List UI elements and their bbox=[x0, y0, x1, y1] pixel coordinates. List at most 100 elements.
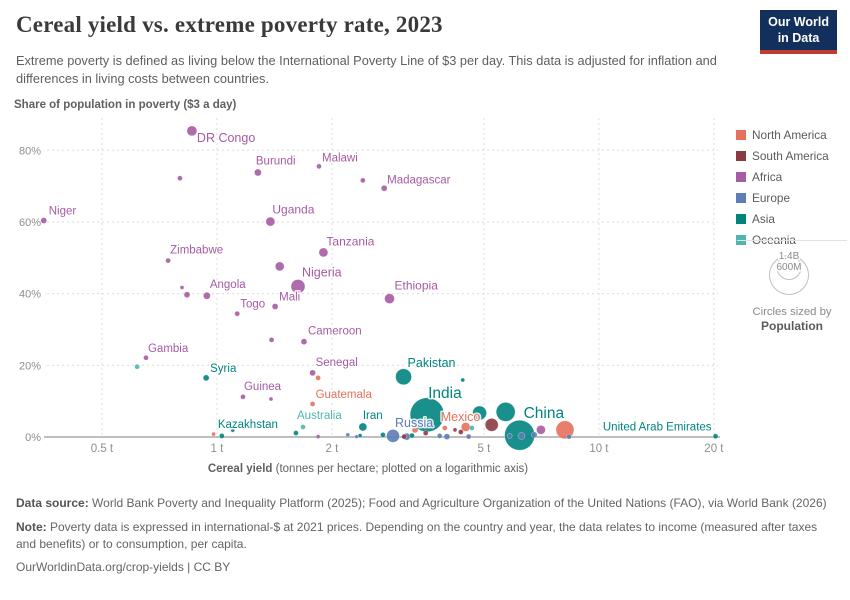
data-point-united-arab-emirates[interactable] bbox=[712, 433, 719, 440]
data-point[interactable] bbox=[211, 431, 216, 437]
data-point[interactable] bbox=[422, 430, 429, 436]
data-point-senegal[interactable] bbox=[309, 369, 316, 377]
legend-item-asia[interactable]: Asia bbox=[736, 212, 848, 226]
country-label-russia: Russia bbox=[395, 416, 433, 430]
data-point[interactable] bbox=[442, 425, 448, 431]
data-point-russia[interactable] bbox=[386, 429, 400, 443]
y-tick-label: 80% bbox=[19, 145, 41, 157]
country-label-united-arab-emirates: United Arab Emirates bbox=[603, 421, 712, 433]
data-point-kazakhstan[interactable] bbox=[219, 433, 225, 439]
data-point-mali[interactable] bbox=[271, 303, 279, 310]
legend-label: North America bbox=[752, 128, 827, 142]
data-point[interactable] bbox=[536, 425, 546, 435]
data-point[interactable] bbox=[484, 418, 499, 432]
data-point[interactable] bbox=[268, 396, 274, 402]
size-legend: 1.4B 600M Circles sized by Population bbox=[737, 240, 847, 333]
owid-logo-line2: in Data bbox=[777, 30, 820, 45]
legend-item-south-america[interactable]: South America bbox=[736, 149, 848, 163]
data-point-guinea[interactable] bbox=[240, 394, 246, 400]
country-label-cameroon: Cameroon bbox=[308, 326, 362, 338]
data-point-uganda[interactable] bbox=[265, 216, 276, 227]
country-label-malawi: Malawi bbox=[322, 152, 358, 164]
chart-subtitle: Extreme poverty is defined as living bel… bbox=[16, 53, 717, 86]
country-label-guinea: Guinea bbox=[244, 381, 282, 393]
legend-swatch bbox=[736, 151, 746, 161]
legend-label: Africa bbox=[752, 170, 783, 184]
data-point[interactable] bbox=[315, 434, 321, 439]
data-point[interactable] bbox=[268, 337, 275, 343]
data-point-togo[interactable] bbox=[234, 310, 240, 317]
x-tick-label: 20 t bbox=[704, 443, 724, 455]
country-label-togo: Togo bbox=[240, 299, 265, 311]
data-point-niger[interactable] bbox=[40, 217, 47, 224]
country-label-china: China bbox=[524, 405, 565, 422]
legend-swatch bbox=[736, 214, 746, 224]
data-point[interactable] bbox=[458, 429, 464, 435]
data-point[interactable] bbox=[354, 434, 359, 439]
data-point[interactable] bbox=[460, 377, 465, 383]
x-tick-label: 5 t bbox=[478, 443, 492, 455]
data-point-madagascar[interactable] bbox=[380, 185, 388, 192]
data-point-cameroon[interactable] bbox=[300, 338, 308, 345]
data-point-malawi[interactable] bbox=[316, 163, 322, 170]
data-point[interactable] bbox=[469, 425, 475, 431]
data-point-iran[interactable] bbox=[358, 422, 368, 432]
data-point-syria[interactable] bbox=[202, 374, 210, 382]
data-point[interactable] bbox=[380, 432, 386, 438]
data-point[interactable] bbox=[452, 427, 458, 433]
legend-item-africa[interactable]: Africa bbox=[736, 170, 848, 184]
data-point[interactable] bbox=[530, 431, 538, 439]
legend-swatch bbox=[736, 193, 746, 203]
chart-footer: Data source: World Bank Poverty and Ineq… bbox=[16, 495, 834, 583]
data-point[interactable] bbox=[411, 426, 419, 434]
country-label-australia: Australia bbox=[297, 410, 342, 422]
data-point[interactable] bbox=[177, 175, 183, 181]
data-point[interactable] bbox=[443, 433, 451, 440]
data-point[interactable] bbox=[134, 363, 140, 370]
country-label-mexico: Mexico bbox=[441, 410, 481, 424]
data-point-tanzania[interactable] bbox=[318, 247, 329, 258]
data-point-zimbabwe[interactable] bbox=[165, 257, 171, 264]
y-tick-label: 0% bbox=[25, 432, 41, 444]
license-link[interactable]: OurWorldinData.org/crop-yields | CC BY bbox=[16, 560, 231, 575]
country-label-madagascar: Madagascar bbox=[387, 174, 450, 186]
data-point-guatemala[interactable] bbox=[309, 401, 316, 407]
data-point-gambia[interactable] bbox=[143, 355, 149, 361]
data-point[interactable] bbox=[230, 427, 236, 433]
data-point-australia[interactable] bbox=[300, 424, 306, 430]
legend-item-europe[interactable]: Europe bbox=[736, 191, 848, 205]
legend-swatch bbox=[736, 130, 746, 140]
data-point[interactable] bbox=[495, 402, 516, 422]
data-point[interactable] bbox=[566, 433, 572, 440]
data-point-angola[interactable] bbox=[203, 292, 211, 300]
data-point[interactable] bbox=[506, 433, 513, 439]
data-point[interactable] bbox=[465, 433, 472, 440]
data-point-nigeria[interactable] bbox=[290, 279, 306, 294]
data-point[interactable] bbox=[401, 433, 407, 440]
legend-label: Europe bbox=[752, 191, 791, 205]
data-point[interactable] bbox=[274, 261, 285, 272]
data-point[interactable] bbox=[179, 285, 185, 290]
data-point-dr-congo[interactable] bbox=[186, 125, 198, 137]
country-label-iran: Iran bbox=[363, 410, 383, 422]
data-point[interactable] bbox=[315, 375, 321, 381]
size-legend-caption-bold: Population bbox=[761, 319, 823, 333]
data-point[interactable] bbox=[436, 433, 443, 439]
chart-title: Cereal yield vs. extreme poverty rate, 2… bbox=[16, 12, 443, 37]
data-point[interactable] bbox=[409, 432, 415, 439]
data-point[interactable] bbox=[472, 405, 487, 421]
data-point[interactable] bbox=[357, 433, 363, 438]
data-point-burundi[interactable] bbox=[254, 168, 262, 177]
legend-item-north-america[interactable]: North America bbox=[736, 128, 848, 142]
data-point-pakistan[interactable] bbox=[395, 368, 412, 386]
scatter-plot: Share of population in poverty ($3 a day… bbox=[14, 99, 724, 475]
size-label-small: 600M bbox=[776, 262, 801, 273]
data-point[interactable] bbox=[360, 177, 366, 184]
data-point[interactable] bbox=[183, 291, 191, 298]
y-tick-label: 60% bbox=[19, 217, 41, 229]
data-point-ethiopia[interactable] bbox=[384, 293, 395, 304]
data-point[interactable] bbox=[345, 432, 350, 438]
data-point[interactable] bbox=[517, 432, 526, 440]
data-source-label: Data source: bbox=[16, 496, 89, 510]
data-point[interactable] bbox=[293, 430, 299, 436]
